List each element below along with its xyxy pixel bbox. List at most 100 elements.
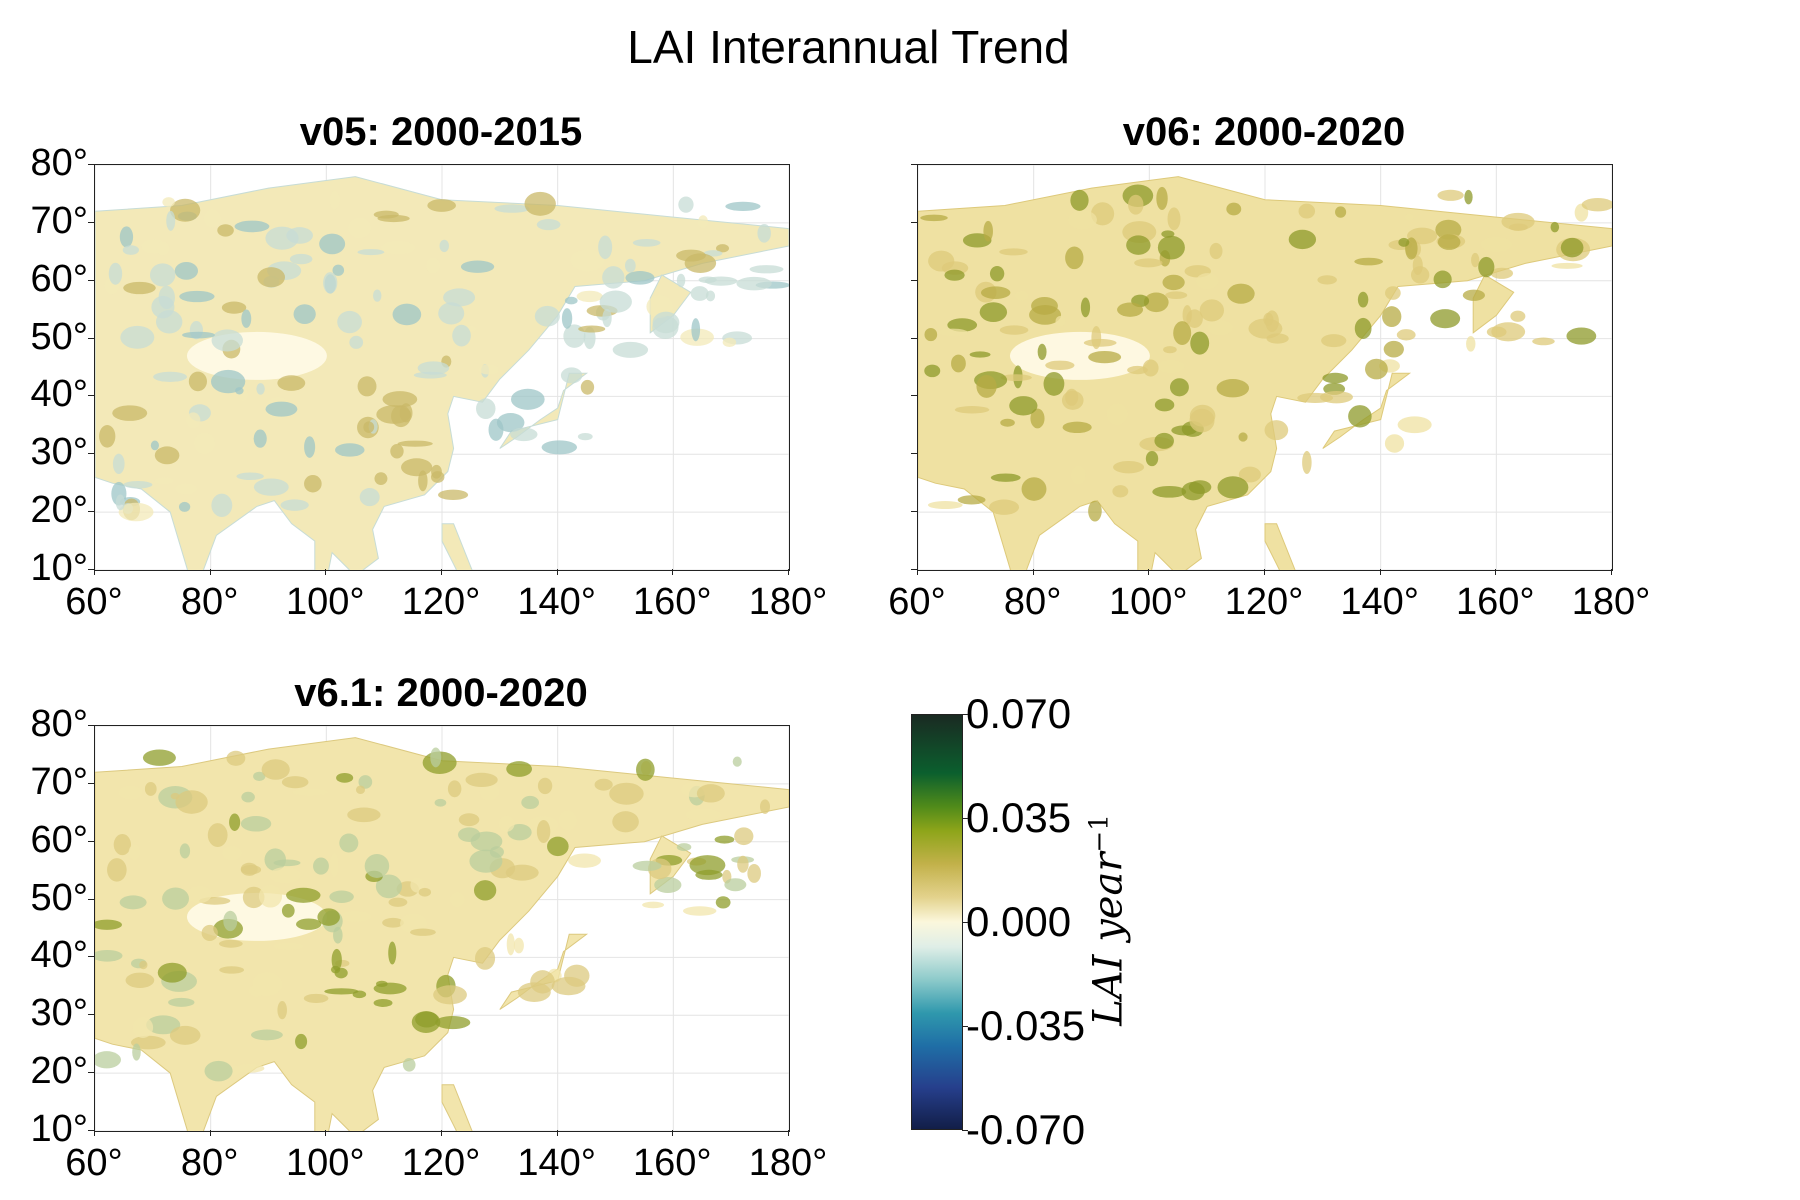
trend-pixel-cluster [293,304,316,325]
trend-pixel-cluster [1238,432,1248,442]
trend-pixel-cluster [1263,312,1274,326]
y-tick-mark [911,164,917,165]
trend-pixel-cluster [95,1051,122,1069]
colorbar-label: LAI year−1 [1084,814,1132,1026]
trend-pixel-cluster [636,758,655,781]
trend-pixel-cluster [632,860,662,872]
trend-pixel-cluster [149,263,176,287]
trend-pixel-cluster [698,215,709,229]
trend-pixel-cluster [226,750,246,766]
trend-pixel-cluster [1181,481,1205,501]
trend-pixel-cluster [1397,416,1432,434]
trend-pixel-cluster [947,318,978,332]
plateau-region [186,331,327,380]
trend-pixel-cluster [599,290,632,313]
trend-pixel-cluster [142,749,176,766]
trend-pixel-cluster [335,443,365,457]
trend-pixel-cluster [1551,262,1583,269]
trend-pixel-cluster [112,453,125,474]
trend-pixel-cluster [1471,252,1480,268]
trend-pixel-cluster [1581,197,1612,212]
trend-pixel-cluster [1062,421,1092,434]
trend-pixel-cluster [1165,291,1188,299]
trend-pixel-cluster [210,369,246,394]
trend-pixel-cluster [494,204,530,213]
trend-pixel-cluster [388,897,408,907]
y-tick-mark [911,221,917,223]
trend-pixel-cluster [652,311,680,334]
y-tick-mark [88,569,94,570]
trend-pixel-cluster [1169,378,1189,397]
x-tick-mark [788,569,789,575]
trend-pixel-cluster [194,432,216,454]
trend-pixel-cluster [983,220,993,242]
trend-pixel-cluster [506,933,515,956]
trend-pixel-cluster [219,939,243,948]
trend-pixel-cluster [1385,286,1401,300]
trend-pixel-cluster [319,233,346,255]
trend-pixel-cluster [534,305,560,327]
trend-pixel-cluster [236,1063,265,1073]
trend-pixel-cluster [166,210,176,231]
x-tick-mark [441,1130,442,1136]
colorbar-tick-label: 0.035 [966,794,1072,841]
trend-pixel-cluster [211,493,233,517]
trend-pixel-cluster [339,833,359,853]
trend-pixel-cluster [250,1029,283,1041]
trend-pixel-cluster [317,908,340,926]
map-plot-area [94,725,790,1132]
trend-pixel-cluster [410,877,425,893]
trend-pixel-cluster [352,990,367,999]
trend-pixel-cluster [1152,485,1187,498]
y-tick-mark [911,279,917,281]
x-tick-label: 160° [1456,581,1535,623]
trend-pixel-cluster [724,878,747,892]
y-tick-mark [88,395,94,397]
trend-pixel-cluster [714,835,735,844]
trend-pixel-cluster [253,478,289,496]
trend-pixel-cluster [382,391,418,408]
trend-pixel-cluster [443,288,476,307]
trend-pixel-cluster [113,834,131,856]
x-tick-label: 120° [1224,581,1304,623]
trend-pixel-cluster [1357,291,1369,308]
trend-pixel-cluster [256,383,265,395]
trend-pixel-cluster [612,341,649,358]
trend-pixel-cluster [1384,434,1405,453]
trend-pixel-cluster [182,331,215,339]
trend-pixel-cluster [1317,275,1337,285]
map-plot-area [917,164,1613,571]
trend-pixel-cluster [576,290,603,303]
trend-pixel-cluster [417,361,450,375]
trend-pixel-cluster [439,239,450,253]
trend-pixel-cluster [390,443,404,459]
trend-pixel-cluster [430,747,442,768]
trend-pixel-cluster [280,499,309,511]
x-tick-mark [325,569,327,575]
trend-pixel-cluster [203,209,221,228]
trend-pixel-cluster [427,199,456,212]
trend-pixel-cluster [1560,237,1584,258]
landmass-island [1472,274,1515,334]
trend-pixel-cluster [331,948,342,971]
trend-pixel-cluster [689,855,726,876]
trend-pixel-cluster [277,375,306,391]
trend-pixel-cluster [1207,320,1233,336]
landmass-island [1264,523,1296,570]
trend-pixel-cluster [489,846,504,858]
trend-pixel-cluster [478,364,499,375]
trend-pixel-cluster [355,785,366,794]
trend-pixel-cluster [1335,206,1347,218]
trend-pixel-cluster [1088,350,1122,364]
y-tick-mark [911,395,917,397]
x-tick-label: 60° [65,581,123,623]
trend-pixel-cluster [1162,274,1185,291]
trend-pixel-cluster [269,867,301,884]
trend-pixel-cluster [1021,477,1047,501]
trend-pixel-cluster [204,1060,233,1082]
trend-pixel-cluster [685,808,722,822]
trend-pixel-cluster [1354,257,1383,266]
trend-pixel-cluster [536,219,561,231]
trend-pixel-cluster [928,250,955,272]
trend-pixel-cluster [418,887,432,897]
